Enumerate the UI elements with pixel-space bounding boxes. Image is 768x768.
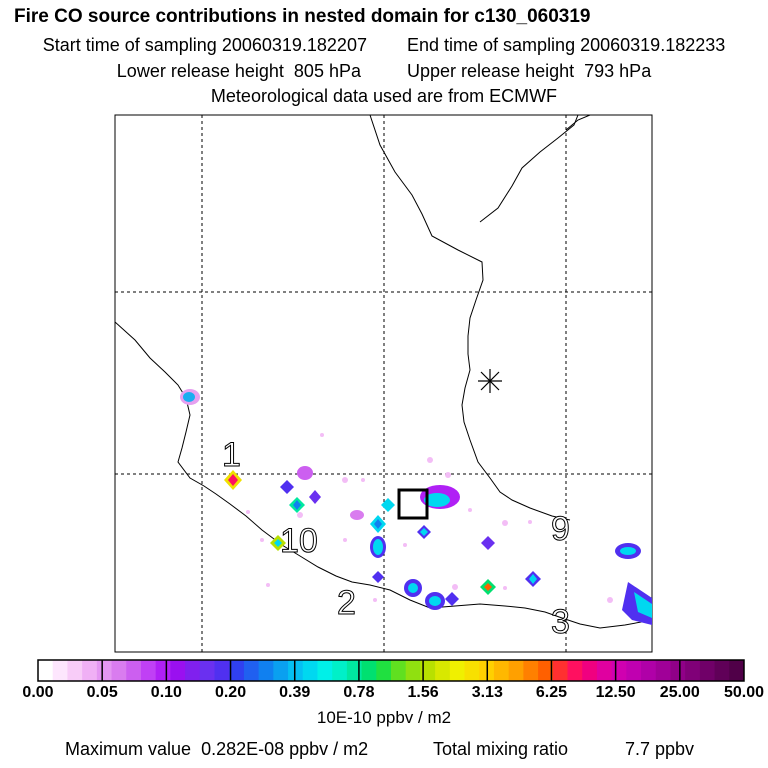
plot-title: Fire CO source contributions in nested d…	[14, 6, 591, 27]
colorbar-cell	[111, 660, 127, 681]
total-mixing-ratio-label: Total mixing ratio	[433, 739, 569, 759]
upper-height-value: 793 hPa	[584, 61, 652, 81]
colorbar-cell	[493, 660, 510, 681]
colorbar-cell	[38, 660, 54, 681]
release-marker-icon	[478, 369, 502, 393]
colorbar-tick-label: 6.25	[535, 684, 568, 701]
lower-height-label: Lower release height	[116, 61, 284, 81]
colorbar-ticks	[101, 660, 681, 681]
colorbar-cell	[552, 660, 568, 681]
colorbar-cell	[273, 660, 289, 681]
colorbar-cell	[229, 660, 245, 681]
colorbar-cell	[317, 660, 333, 681]
map-frame	[114, 114, 653, 653]
colorbar-cell	[214, 660, 230, 681]
sampling-time-line: Start time of sampling 20060319.182207 E…	[0, 35, 768, 56]
map-label-1: 1	[222, 436, 241, 474]
max-value: 0.282E-08 ppbv / m2	[201, 739, 369, 759]
maximum-value-line: Maximum value 0.282E-08 ppbv / m2	[65, 739, 368, 760]
upper-height-label: Upper release height	[407, 61, 575, 81]
map-label-3: 3	[551, 603, 570, 641]
colorbar-cell	[376, 660, 392, 681]
max-value-label: Maximum value	[65, 739, 192, 759]
colorbar-tick-label: 0.20	[214, 684, 247, 701]
colorbar-cell	[729, 660, 745, 681]
colorbar-cell	[538, 660, 554, 681]
source-patches	[180, 389, 652, 625]
colorbar-cell	[67, 660, 83, 681]
colorbar-cell	[155, 660, 171, 681]
start-time-label: Start time of sampling	[42, 35, 217, 55]
colorbar-cell	[170, 660, 186, 681]
colorbar-cell	[435, 660, 451, 681]
colorbar-cell	[96, 660, 113, 681]
meteo-source-line: Meteorological data used are from ECMWF	[210, 86, 558, 106]
colorbar-tick-label: 3.13	[471, 684, 503, 701]
colorbar-tick-label: 0.10	[150, 684, 182, 701]
colorbar-cell	[140, 660, 157, 681]
colorbar-frame	[37, 659, 745, 682]
release-height-line: Lower release height 805 hPa Upper relea…	[0, 61, 768, 82]
receptor-box	[397, 488, 429, 520]
colorbar-cell	[243, 660, 260, 681]
colorbar-cell	[52, 660, 68, 681]
colorbar-cell	[346, 660, 363, 681]
end-time-label: End time of sampling	[407, 35, 576, 55]
map-label-2: 2	[337, 584, 356, 622]
colorbar-cell	[508, 660, 524, 681]
colorbar-cell	[391, 660, 407, 681]
colorbar-cell	[332, 660, 348, 681]
colorbar-cell	[185, 660, 201, 681]
colorbar-cell	[655, 660, 671, 681]
colorbar-cell	[288, 660, 304, 681]
lower-height-value: 805 hPa	[293, 61, 361, 81]
colorbar-cell	[449, 660, 466, 681]
colorbar-cell	[567, 660, 583, 681]
colorbar-cell	[670, 660, 686, 681]
coastline	[115, 115, 652, 629]
end-time-value: 20060319.182233	[580, 35, 726, 55]
colorbar-tick-label: 0.05	[86, 684, 118, 701]
colorbar-tick-label: 1.56	[407, 684, 439, 701]
colorbar-cell	[258, 660, 274, 681]
total-mixing-ratio-value: 7.7 ppbv	[625, 739, 695, 759]
colorbar-cell	[523, 660, 539, 681]
colorbar-tick-label: 50.00	[723, 684, 765, 701]
colorbar-cells	[38, 660, 745, 681]
colorbar-cell	[699, 660, 716, 681]
colorbar-cell	[685, 660, 701, 681]
colorbar-cell	[596, 660, 613, 681]
colorbar-cell	[641, 660, 657, 681]
colorbar-cell	[302, 660, 318, 681]
colorbar-cell	[420, 660, 436, 681]
colorbar-cell	[582, 660, 598, 681]
colorbar-tick-label: 25.00	[659, 684, 700, 701]
start-time-value: 20060319.182207	[221, 35, 367, 55]
map-label-10: 10	[280, 522, 318, 560]
colorbar-cell	[626, 660, 642, 681]
colorbar-tick-label: 12.50	[595, 684, 636, 701]
colorbar-tick-label: 0.78	[343, 684, 375, 701]
colorbar-cell	[405, 660, 421, 681]
colorbar-tick-label: 0.00	[22, 684, 54, 701]
colorbar-cell	[714, 660, 730, 681]
colorbar-cell	[199, 660, 215, 681]
colorbar-cell	[82, 660, 98, 681]
colorbar-cell	[464, 660, 480, 681]
map-label-9: 9	[551, 510, 570, 548]
colorbar-cell	[611, 660, 627, 681]
colorbar-tick-label: 0.39	[279, 684, 311, 701]
colorbar-cell	[126, 660, 142, 681]
colorbar-cell	[361, 660, 377, 681]
colorbar-units: 10E-10 ppbv / m2	[316, 708, 452, 727]
